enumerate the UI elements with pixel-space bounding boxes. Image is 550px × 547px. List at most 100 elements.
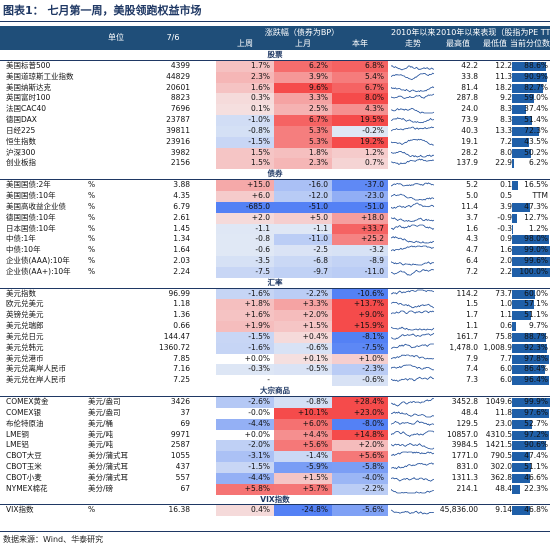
row-low: 11.8 [495,407,512,417]
row-change-ytd: -37.0 [332,180,388,191]
row-name: 美元兑离岸人民币 [6,364,66,374]
row-change-month: -0.8% [274,397,332,408]
header-since: 2010年以来 [391,28,436,37]
row-change-month: 6.7% [274,115,332,126]
percentile-bar [512,452,530,462]
row-change-week: -0.8 [216,234,274,246]
row-change-week: -2.6% [216,397,274,408]
table-row: 沪深300 3982 1.5% 1.8% 1.2% 28.2 8.0 50.2% [0,147,550,159]
row-high: 831.0 [456,462,478,472]
row-percentile: 72.3% [512,126,550,137]
row-change-month: -16.0 [274,180,332,191]
row-low: 1.0 [500,299,512,309]
row-change-week: +6.0 [216,190,274,202]
row-high: 4.7 [466,245,478,255]
row-high: 1.5 [466,299,478,309]
percentile-bar [512,72,547,82]
table-row: 恒生指数 23916 -1.5% 5.3% 19.2% 19.1 7.2 43.5% [0,136,550,148]
row-name: 日经225 [6,125,36,135]
row-percentile: 86.4% [512,364,550,375]
row-change-ytd: -10.6% [332,288,388,300]
percentile-bar [512,137,529,147]
row-low: 3.9 [500,201,512,211]
row-value: 1.45 [173,223,190,233]
table-header: 单位 7/6 涨跌幅（债券为BP） 上周 上月 本年 2010年以来 走势 20… [0,26,550,50]
table-row: 美元兑韩元 1360.72 -1.6% -0.6% -7.5% 1,478.0 1,008.… [0,342,550,354]
row-change-ytd: +9.0% [332,310,388,322]
percentile-bar [512,83,544,93]
row-change-month: +4.4% [274,429,332,441]
row-percentile: 98.0% [512,234,550,245]
header-week: 上周 [237,39,253,48]
row-high: 6.4 [466,256,478,266]
row-unit: % [88,245,96,255]
row-trend-sparkline [391,310,435,321]
row-change-ytd: 6.7% [332,82,388,94]
row-change-ytd: +33.7 [332,223,388,235]
row-high: 161.7 [456,331,478,341]
percentile-bar [512,257,550,267]
table-row: 美元兑日元 144.47 -1.5% +0.4% -8.1% 161.7 75.8 88.7% [0,331,550,343]
percentile-value: 72.3% [524,125,548,135]
row-percentile: 59.0% [512,93,550,104]
table-row: 德国DAX 23787 -1.0% 6.7% 19.5% 73.9 8.3 51.4% [0,115,550,126]
percentile-bar [512,322,516,332]
row-percentile: 47.4% [512,451,550,462]
percentile-bar [512,441,547,451]
row-unit: % [88,234,96,244]
row-high: 114.2 [456,288,478,298]
row-change-month: +10.1% [274,407,332,419]
row-low: 7.2 [500,136,512,146]
percentile-value: 60.0% [524,288,548,298]
percentile-value: 43.5% [524,136,548,146]
row-change-week: +1.8% [216,299,274,311]
row-low: 18.2 [495,82,512,92]
row-change-week: -1.5% [216,462,274,473]
table-row: COMEX黄金 美元/盎司 3426 -2.6% -0.8% +28.4% 3452.8 10… [0,397,550,408]
percentile-value: 90.9% [524,71,548,81]
row-name: 法国CAC40 [6,104,47,114]
row-change-month: 1.8% [274,147,332,159]
row-change-ytd: +23.0% [332,407,388,419]
percentile-bar [512,181,519,191]
row-change-month: -24.8% [274,505,332,517]
percentile-bar [512,484,521,494]
row-trend-sparkline [391,126,435,137]
row-low: 11.3 [495,71,512,81]
row-change-month: +0.4% [274,331,332,343]
row-value: 1055 [170,451,190,461]
row-percentile: 99.0% [512,245,550,256]
row-change-month: -2.5 [274,245,332,257]
row-change-week: -1.5% [216,136,274,148]
row-value: 437 [175,462,190,472]
row-name: 美元兑在岸人民币 [6,375,66,385]
row-value: 8823 [170,93,190,103]
row-unit: 美元/吨 [88,440,114,450]
row-trend-sparkline [391,375,435,386]
row-name: 创业板指 [6,158,36,168]
row-name: 美元兑韩元 [6,342,44,352]
row-name: COMEX黄金 [6,397,49,406]
percentile-value: 82.7% [524,82,548,92]
row-high: 3.7 [466,212,478,222]
table-body: 股票 美国标普500 4399 1.7% 6.2% 6.8% 42.2 12.2 88.6% 美国… [0,50,550,517]
title-rule [0,21,550,22]
row-percentile: 51.1% [512,462,550,473]
row-change-week: 1.6% [216,82,274,94]
row-high: 11.4 [461,201,478,211]
row-name: 美国国债:2年 [6,180,51,190]
percentile-value: 97.6% [524,407,548,417]
percentile-value: 52.7% [524,418,548,428]
footer-rule [0,531,550,532]
row-change-ytd: +13.7% [332,299,388,311]
row-name: 德国DAX [6,115,37,125]
row-unit: 美分/蒲式耳 [88,472,129,482]
row-trend-sparkline [391,505,435,516]
row-unit [88,343,144,354]
row-unit: 美元/盎司 [88,397,121,406]
percentile-bar [512,126,540,136]
row-change-ytd: 19.5% [332,115,388,126]
row-high: 1.1 [466,321,478,331]
row-change-month: -5.9% [274,462,332,473]
row-name: VIX指数 [6,505,34,515]
